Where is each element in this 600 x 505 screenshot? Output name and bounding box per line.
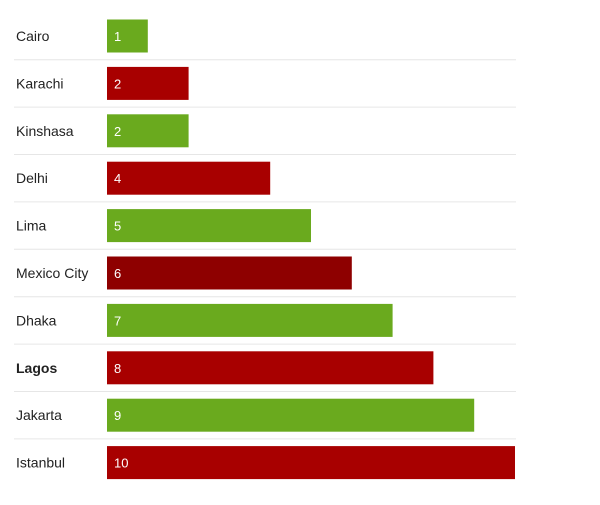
category-label-mexico-city: Mexico City bbox=[16, 265, 88, 281]
value-label-kinshasa: 2 bbox=[114, 124, 121, 139]
bar-lima bbox=[107, 209, 311, 243]
category-label-dhaka: Dhaka bbox=[16, 312, 57, 328]
value-label-cairo: 1 bbox=[114, 29, 121, 44]
category-label-karachi: Karachi bbox=[16, 75, 63, 91]
bar-cairo bbox=[107, 19, 148, 53]
value-label-jakarta: 9 bbox=[114, 408, 121, 423]
bar-jakarta bbox=[107, 398, 475, 432]
category-label-lima: Lima bbox=[16, 218, 47, 234]
category-label-cairo: Cairo bbox=[16, 28, 50, 44]
value-label-dhaka: 7 bbox=[114, 313, 121, 328]
value-label-lima: 5 bbox=[114, 219, 121, 234]
value-label-mexico-city: 6 bbox=[114, 266, 121, 281]
bar-dhaka bbox=[107, 303, 393, 337]
bar-lagos bbox=[107, 351, 434, 385]
chart-rows: Cairo 1 Karachi 2 Kinshasa 2 Delhi 4 Lima 5 Mexico… bbox=[14, 19, 516, 480]
bar-istanbul bbox=[107, 446, 515, 480]
category-label-kinshasa: Kinshasa bbox=[16, 123, 74, 139]
bar-mexico-city bbox=[107, 256, 352, 290]
bar-delhi bbox=[107, 161, 271, 195]
category-label-lagos: Lagos bbox=[16, 360, 57, 376]
bar-kinshasa bbox=[107, 114, 189, 148]
value-label-lagos: 8 bbox=[114, 361, 121, 376]
category-label-jakarta: Jakarta bbox=[16, 407, 62, 423]
value-label-istanbul: 10 bbox=[114, 456, 128, 471]
value-label-delhi: 4 bbox=[114, 171, 121, 186]
value-label-karachi: 2 bbox=[114, 76, 121, 91]
bar-karachi bbox=[107, 66, 189, 100]
category-label-istanbul: Istanbul bbox=[16, 455, 65, 471]
category-label-delhi: Delhi bbox=[16, 170, 48, 186]
